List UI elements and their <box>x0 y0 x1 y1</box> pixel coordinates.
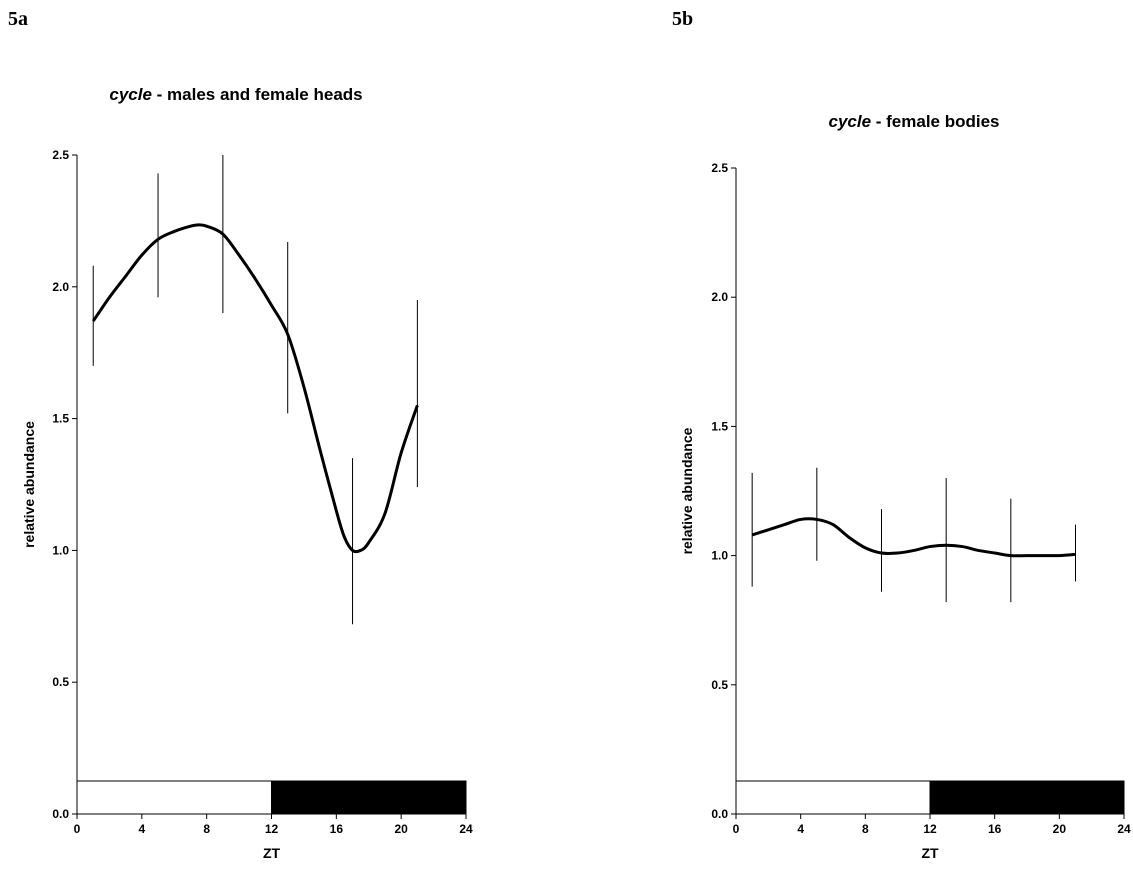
x-tick-label-a: 0 <box>74 822 81 836</box>
y-tick-label-a: 0.0 <box>52 807 69 821</box>
x-axis-title-b: ZT <box>921 845 939 861</box>
chart-title-b: cycle - female bodies <box>828 112 999 131</box>
y-tick-label-b: 1.0 <box>711 549 728 563</box>
chart-title-gene-b: cycle <box>828 112 871 131</box>
x-tick-label-a: 8 <box>203 822 210 836</box>
y-tick-label-b: 1.5 <box>711 419 728 433</box>
x-tick-label-b: 4 <box>797 822 804 836</box>
x-tick-label-b: 12 <box>923 822 937 836</box>
panel-label-5a: 5a <box>8 8 28 30</box>
x-tick-label-b: 20 <box>1053 822 1067 836</box>
chart-b: cycle - female bodies 0.0 0.5 1.0 1.5 2.0 2.5 0… <box>679 112 1131 861</box>
y-tick-label-b: 0.0 <box>711 807 728 821</box>
y-tick-label-b: 0.5 <box>711 678 728 692</box>
x-tick-label-a: 24 <box>459 822 473 836</box>
dark-phase-bar-b <box>929 780 1125 815</box>
x-tick-label-a: 4 <box>138 822 145 836</box>
y-tick-label-a: 1.5 <box>52 412 69 426</box>
x-tick-label-b: 24 <box>1117 822 1131 836</box>
dark-phase-bar-a <box>271 780 467 815</box>
chart-title-a: cycle - males and female heads <box>109 85 362 104</box>
y-tick-label-a: 1.0 <box>52 543 69 557</box>
chart-title-gene-a: cycle <box>109 85 152 104</box>
y-axis-title-a: relative abundance <box>21 421 37 548</box>
panel-label-5b: 5b <box>672 8 694 30</box>
x-axis-title-a: ZT <box>263 845 281 861</box>
light-phase-bar-a <box>76 780 272 815</box>
series-line-b <box>751 517 1076 558</box>
x-tick-label-a: 12 <box>265 822 279 836</box>
x-tick-label-a: 16 <box>330 822 344 836</box>
y-tick-label-b: 2.5 <box>711 161 728 175</box>
x-tick-label-b: 8 <box>862 822 869 836</box>
series-line-a <box>91 223 419 554</box>
y-axis-title-b: relative abundance <box>679 427 695 554</box>
light-phase-bar-b <box>735 780 931 815</box>
y-tick-label-a: 2.5 <box>52 148 69 162</box>
chart-title-rest-b: - female bodies <box>871 112 999 131</box>
x-tick-label-a: 20 <box>394 822 408 836</box>
x-tick-label-b: 16 <box>988 822 1002 836</box>
y-tick-label-a: 2.0 <box>52 280 69 294</box>
y-tick-label-a: 0.5 <box>52 675 69 689</box>
chart-a: cycle - males and female heads 0.0 0.5 1.0 1… <box>21 85 473 861</box>
x-tick-label-b: 0 <box>733 822 740 836</box>
chart-title-rest-a: - males and female heads <box>152 85 363 104</box>
y-tick-label-b: 2.0 <box>711 290 728 304</box>
